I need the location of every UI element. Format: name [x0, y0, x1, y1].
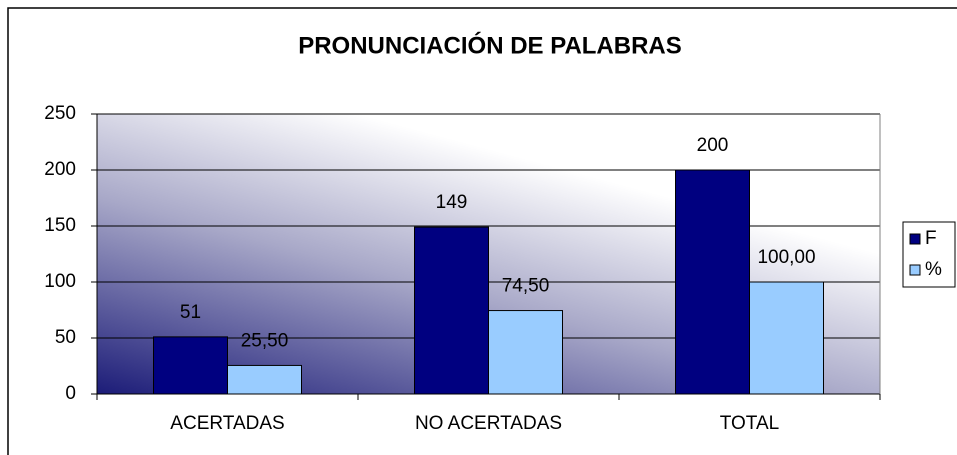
y-tick-label: 100	[44, 271, 76, 292]
bar	[227, 364, 302, 395]
bar	[488, 310, 563, 395]
legend-swatch	[909, 233, 921, 245]
bar	[153, 336, 228, 395]
bar	[675, 169, 750, 395]
legend	[902, 221, 956, 288]
y-tick-label: 200	[44, 159, 76, 180]
legend-label: %	[925, 259, 942, 280]
x-tick-label: NO ACERTADAS	[415, 413, 562, 434]
data-label: 200	[697, 135, 729, 156]
data-label: 74,50	[502, 276, 550, 297]
x-tick-label: ACERTADAS	[170, 413, 284, 434]
y-tick-label: 0	[65, 383, 76, 404]
data-label: 51	[180, 302, 201, 323]
data-label: 100,00	[757, 247, 815, 268]
x-tick-label: TOTAL	[720, 413, 779, 434]
y-tick-label: 50	[55, 327, 76, 348]
legend-label: F	[925, 228, 937, 249]
data-label: 25,50	[241, 330, 289, 351]
chart-title: PRONUNCIACIÓN DE PALABRAS	[298, 31, 682, 59]
y-tick-label: 150	[44, 215, 76, 236]
bar	[749, 281, 824, 395]
y-tick-label: 250	[44, 103, 76, 124]
bar	[414, 226, 489, 395]
data-label: 149	[436, 192, 468, 213]
legend-swatch	[909, 264, 921, 276]
